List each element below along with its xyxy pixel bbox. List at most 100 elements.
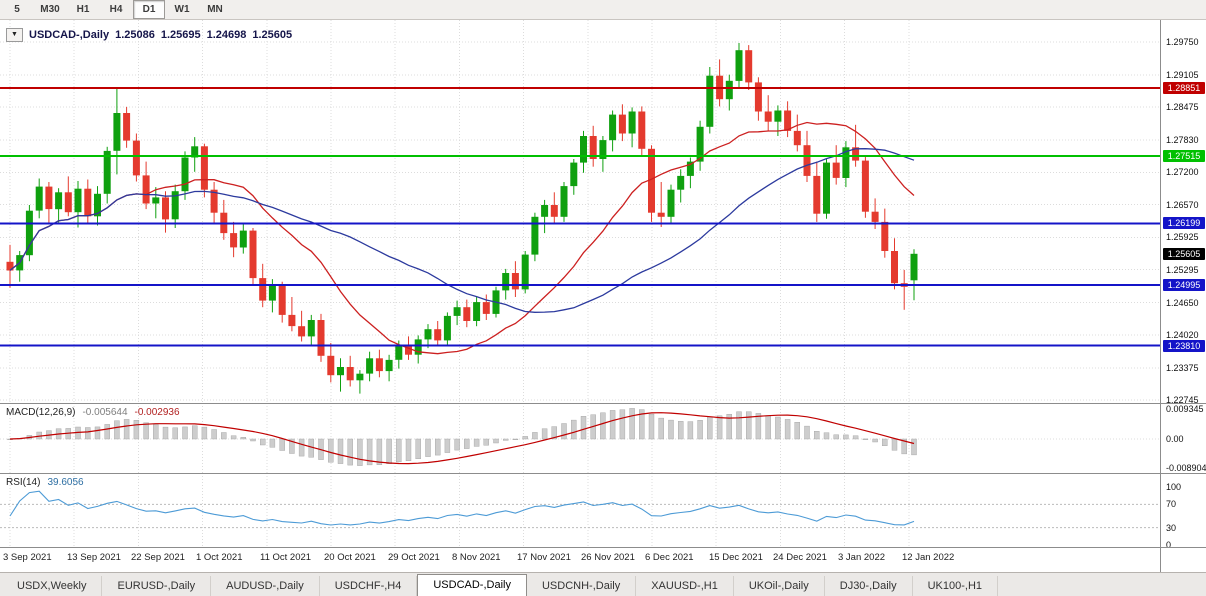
timeframe-button-h1[interactable]: H1 bbox=[76, 4, 90, 15]
candle bbox=[375, 349, 383, 378]
candle bbox=[900, 269, 908, 310]
timeframe-button-m30[interactable]: M30 bbox=[40, 4, 60, 15]
candle bbox=[55, 188, 63, 223]
rsi-title: RSI(14) bbox=[6, 477, 41, 488]
timeframe-button-w1[interactable]: W1 bbox=[174, 4, 190, 15]
tab-uk100-h1[interactable]: UK100-,H1 bbox=[913, 576, 999, 596]
candle bbox=[230, 221, 238, 258]
macd-histogram-bar bbox=[775, 416, 781, 440]
macd-histogram-bar bbox=[260, 438, 266, 446]
tab-audusd-daily[interactable]: AUDUSD-,Daily bbox=[211, 576, 320, 596]
macd-histogram-bar bbox=[765, 415, 771, 440]
macd-histogram-bar bbox=[678, 421, 684, 440]
macd-axis[interactable]: 0.009345 0.00 -0.008904 bbox=[1161, 403, 1206, 473]
main-chart-canvas[interactable] bbox=[0, 20, 1160, 403]
date-label: 3 Sep 2021 bbox=[3, 552, 52, 563]
price-axis-tick: 1.29105 bbox=[1166, 70, 1199, 80]
candle bbox=[599, 136, 607, 172]
macd-canvas[interactable] bbox=[0, 403, 1160, 473]
macd-histogram-bar bbox=[571, 419, 577, 440]
moving-average-15 bbox=[9, 121, 915, 355]
symbol-dropdown-button[interactable]: ▼ bbox=[6, 28, 23, 42]
candle bbox=[891, 238, 898, 290]
timeframe-button-mn[interactable]: MN bbox=[207, 4, 223, 15]
panel-separator[interactable] bbox=[0, 403, 1206, 404]
macd-histogram-bar bbox=[250, 438, 256, 442]
timeframe-button-d1[interactable]: D1 bbox=[133, 0, 165, 19]
rsi-canvas[interactable] bbox=[0, 473, 1160, 547]
time-axis[interactable]: 3 Sep 2021 13 Sep 2021 22 Sep 2021 1 Oct 20… bbox=[0, 547, 1160, 572]
candle bbox=[628, 107, 636, 148]
date-label: 15 Dec 2021 bbox=[709, 552, 763, 563]
candle bbox=[337, 358, 344, 392]
price-axis-tick: 1.27830 bbox=[1166, 135, 1199, 145]
candle bbox=[113, 87, 121, 175]
candle bbox=[132, 133, 140, 182]
candle bbox=[725, 74, 733, 111]
candle bbox=[531, 212, 539, 262]
date-label: 6 Dec 2021 bbox=[645, 552, 694, 563]
panel-separator[interactable] bbox=[0, 473, 1206, 474]
timeframe-button-5[interactable]: 5 bbox=[14, 4, 20, 15]
price-axis-tick: 1.23375 bbox=[1166, 363, 1199, 373]
tab-dj30-daily[interactable]: DJ30-,Daily bbox=[825, 576, 913, 596]
macd-histogram-bar bbox=[415, 438, 421, 459]
candle bbox=[162, 191, 169, 233]
macd-histogram-bar bbox=[862, 438, 869, 440]
macd-histogram-bar bbox=[716, 415, 723, 440]
candle bbox=[356, 370, 364, 394]
macd-histogram-bar bbox=[668, 419, 674, 440]
candle bbox=[171, 184, 179, 228]
rsi-axis-tick: 100 bbox=[1166, 482, 1182, 492]
macd-histogram-bar bbox=[814, 431, 820, 440]
tab-usdcnh-daily[interactable]: USDCNH-,Daily bbox=[527, 576, 637, 596]
macd-histogram-bar bbox=[551, 426, 557, 440]
candle bbox=[813, 161, 821, 222]
candle bbox=[793, 114, 801, 152]
price-level-tag: 1.24995 bbox=[1163, 279, 1205, 291]
candle bbox=[754, 77, 762, 121]
macd-histogram-bar bbox=[298, 438, 305, 457]
macd-histogram-bar bbox=[191, 425, 198, 440]
tab-usdcad-daily[interactable]: USDCAD-,Daily bbox=[417, 574, 527, 596]
rsi-axis-tick: 30 bbox=[1166, 523, 1177, 533]
candle bbox=[25, 205, 33, 262]
macd-signal-line bbox=[9, 412, 915, 465]
candle bbox=[521, 251, 529, 294]
macd-histogram-bar bbox=[366, 438, 373, 466]
macd-histogram-bar bbox=[658, 417, 664, 440]
candle bbox=[74, 181, 82, 228]
macd-label: MACD(12,26,9) -0.005644 -0.002936 bbox=[6, 407, 180, 418]
tab-eurusd-daily[interactable]: EURUSD-,Daily bbox=[102, 576, 212, 596]
macd-axis-tick: 0.009345 bbox=[1166, 404, 1204, 414]
date-label: 26 Nov 2021 bbox=[581, 552, 635, 563]
price-axis[interactable]: 1.29750 1.29105 1.28475 1.27830 1.27200 1.265… bbox=[1161, 20, 1206, 405]
rsi-axis[interactable]: 100 70 30 0 bbox=[1161, 473, 1206, 550]
candle bbox=[35, 178, 43, 219]
candle bbox=[861, 156, 869, 218]
candle bbox=[64, 176, 72, 217]
candle bbox=[482, 294, 490, 320]
candle bbox=[550, 192, 558, 224]
macd-histogram-bar bbox=[609, 410, 616, 440]
candle bbox=[764, 95, 772, 131]
tab-usdchf-h4[interactable]: USDCHF-,H4 bbox=[320, 576, 418, 596]
tab-ukoil-daily[interactable]: UKOil-,Daily bbox=[734, 576, 825, 596]
macd-histogram-bar bbox=[473, 438, 480, 447]
tab-usdx-weekly[interactable]: USDX,Weekly bbox=[2, 576, 103, 596]
candle bbox=[677, 169, 685, 203]
ohlc-close: 1.25605 bbox=[252, 29, 293, 41]
macd-histogram-bar bbox=[784, 419, 791, 440]
chart-tab-bar: USDX,Weekly EURUSD-,Daily AUDUSD-,Daily USD… bbox=[0, 572, 1206, 596]
timeframe-button-h4[interactable]: H4 bbox=[109, 4, 123, 15]
price-axis-tick: 1.24020 bbox=[1166, 330, 1199, 340]
tab-xauusd-h1[interactable]: XAUUSD-,H1 bbox=[636, 576, 734, 596]
date-label: 22 Sep 2021 bbox=[131, 552, 185, 563]
price-axis-tick: 1.29750 bbox=[1166, 37, 1199, 47]
macd-histogram-bar bbox=[746, 411, 752, 440]
candle bbox=[910, 249, 918, 301]
macd-histogram-bar bbox=[823, 432, 830, 440]
candle bbox=[745, 45, 753, 90]
price-axis-tick: 1.28475 bbox=[1166, 102, 1199, 112]
